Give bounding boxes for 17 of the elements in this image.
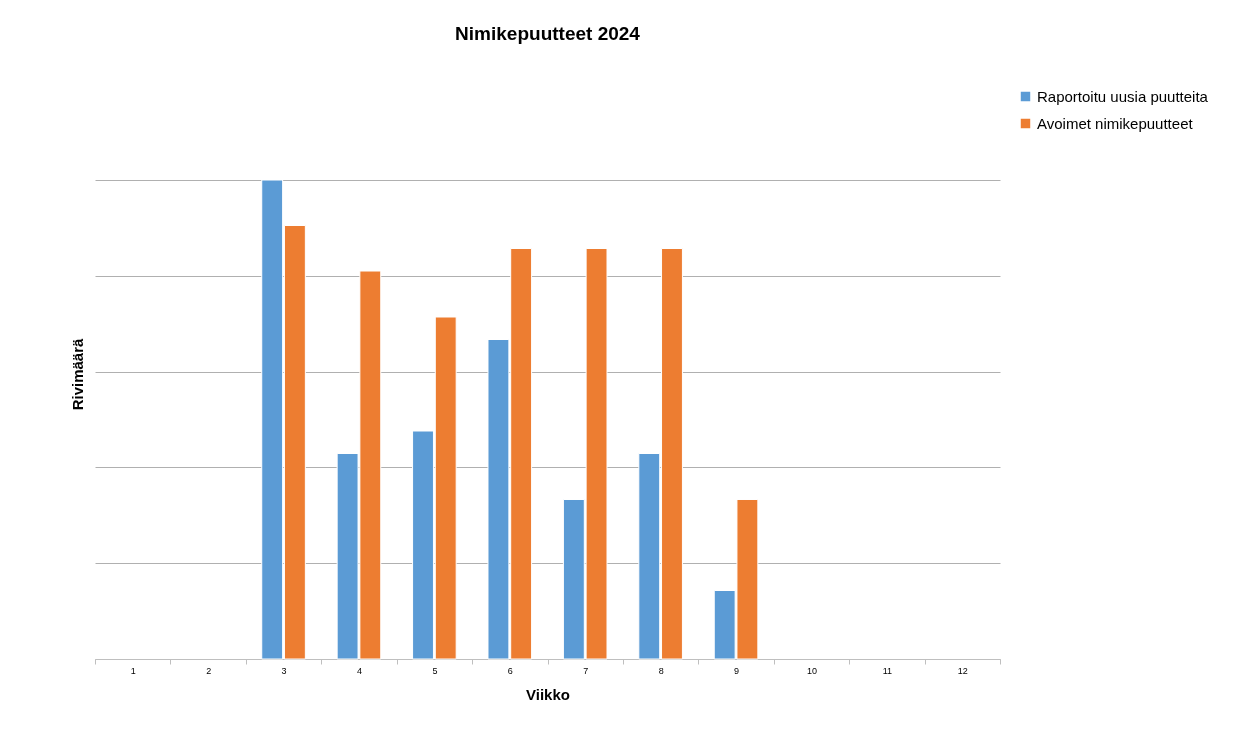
x-tick-label: 7 [583, 665, 589, 676]
x-tick-label: 2 [206, 665, 212, 676]
x-tick-label: 5 [432, 665, 438, 676]
legend-label: Avoimet nimikepuutteet [1037, 114, 1194, 132]
chart-title: Nimikepuutteet 2024 [455, 23, 641, 44]
y-axis-title: Rivimäärä [68, 337, 86, 411]
x-tick-label: 9 [734, 665, 740, 676]
legend-label: Raportoitu uusia puutteita [1037, 87, 1209, 105]
x-tick-label: 3 [281, 665, 287, 676]
x-tick-label: 10 [806, 665, 817, 676]
x-tick-label: 11 [882, 665, 893, 676]
x-tick-label: 6 [507, 665, 513, 676]
x-tick-label: 12 [957, 665, 968, 676]
x-tick-label: 8 [658, 665, 664, 676]
x-tick-label: 4 [356, 665, 362, 676]
x-tick-label: 1 [130, 665, 136, 676]
x-axis-title: Viikko [526, 685, 570, 703]
